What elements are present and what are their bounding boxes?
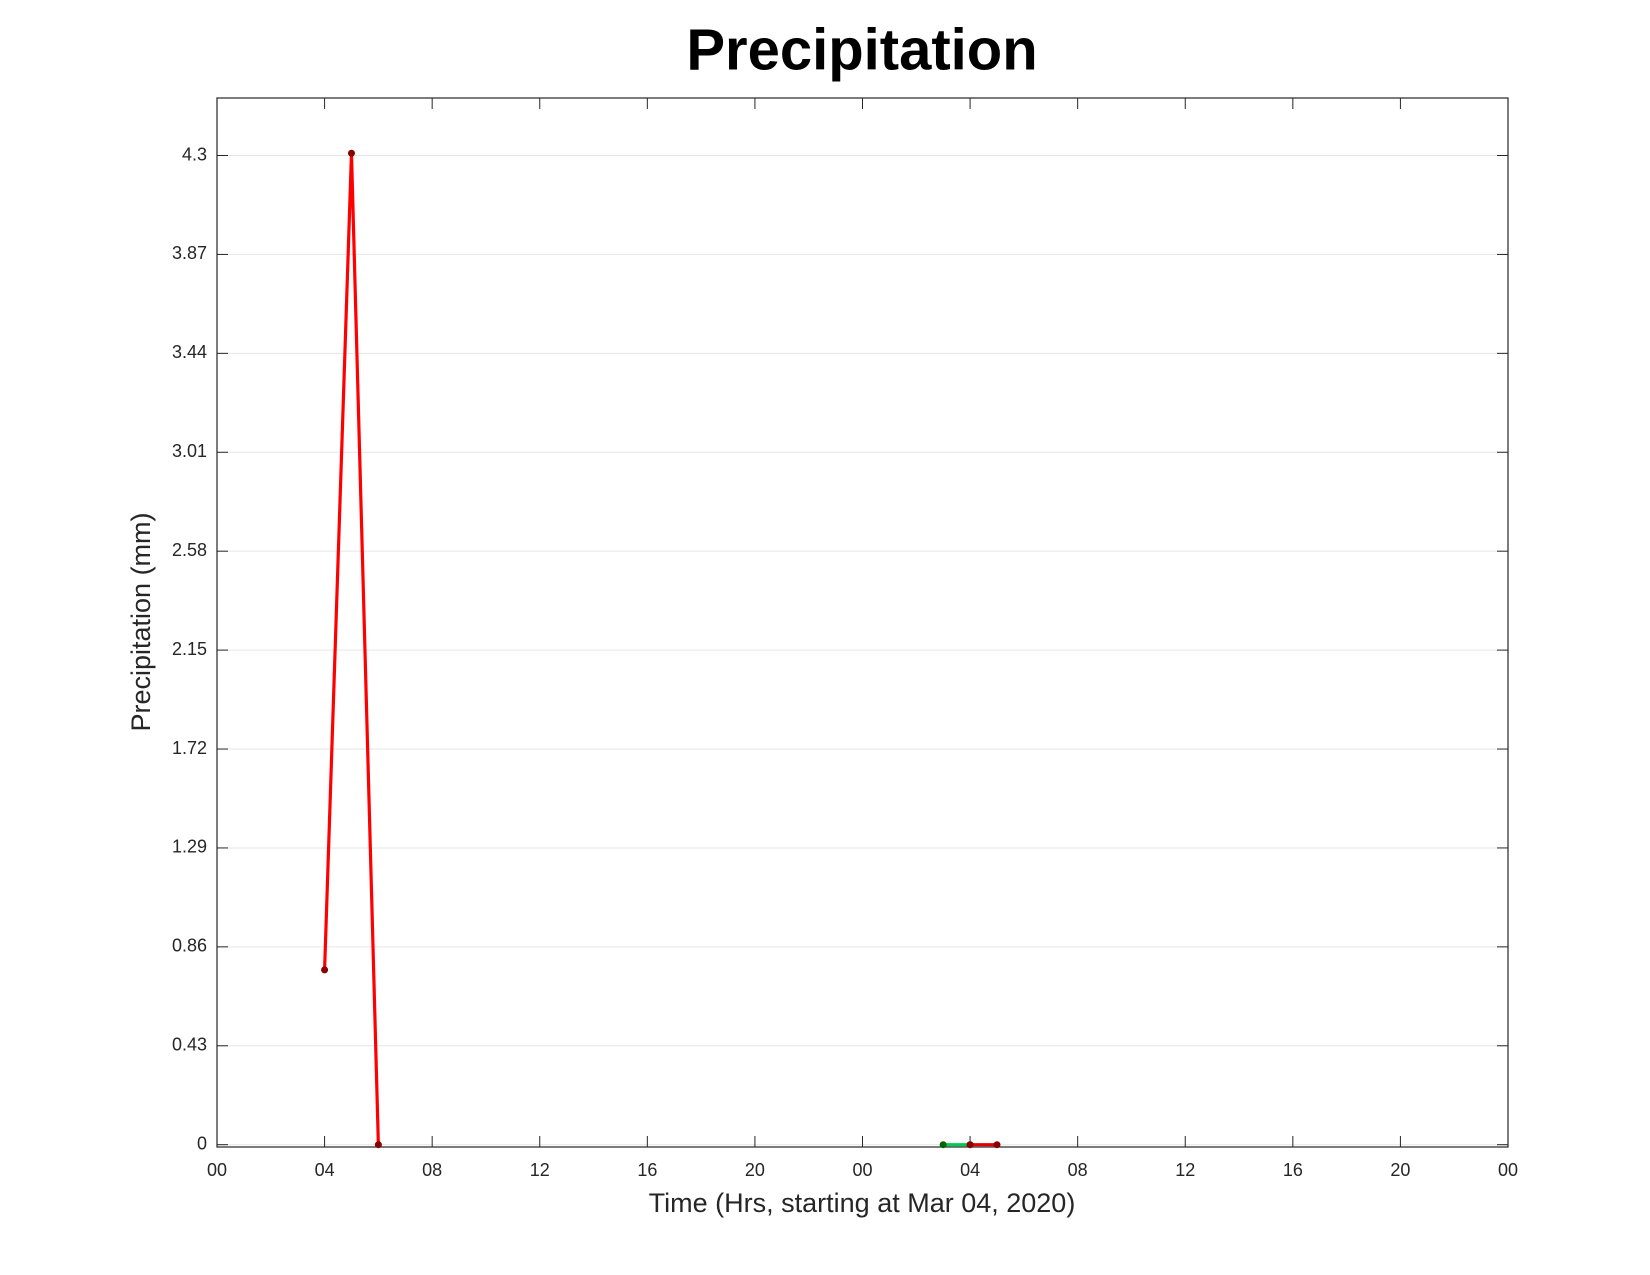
x-tick-label: 08 [422,1160,442,1180]
y-tick-label: 4.3 [182,144,207,164]
data-point [993,1141,1001,1149]
y-tick-label: 3.01 [172,441,207,461]
data-point [347,149,355,157]
y-tick-label: 0.86 [172,936,207,956]
data-point [321,966,329,974]
x-tick-label: 12 [1175,1160,1195,1180]
y-tick-label: 3.87 [172,243,207,263]
x-tick-label: 04 [960,1160,980,1180]
x-tick-label: 08 [1068,1160,1088,1180]
y-tick-label: 0 [197,1133,207,1153]
x-tick-label: 16 [1283,1160,1303,1180]
y-tick-label: 1.72 [172,738,207,758]
x-tick-label: 12 [530,1160,550,1180]
data-point [939,1141,947,1149]
x-tick-label: 00 [1498,1160,1518,1180]
data-point [374,1141,382,1149]
y-tick-label: 3.44 [172,342,207,362]
plot-frame [216,97,1509,1148]
y-tick-label: 0.43 [172,1035,207,1055]
x-tick-label: 20 [1390,1160,1410,1180]
y-tick-label: 2.15 [172,639,207,659]
x-tick-label: 04 [315,1160,335,1180]
data-point [966,1141,974,1149]
x-tick-label: 00 [852,1160,872,1180]
x-axis-label: Time (Hrs, starting at Mar 04, 2020) [649,1188,1076,1218]
x-tick-label: 00 [207,1160,227,1180]
x-tick-label: 20 [745,1160,765,1180]
chart-title: Precipitation [686,17,1037,82]
y-axis-label: Precipitation (mm) [126,512,156,731]
y-tick-label: 1.29 [172,837,207,857]
x-tick-label: 16 [637,1160,657,1180]
y-tick-label: 2.58 [172,540,207,560]
